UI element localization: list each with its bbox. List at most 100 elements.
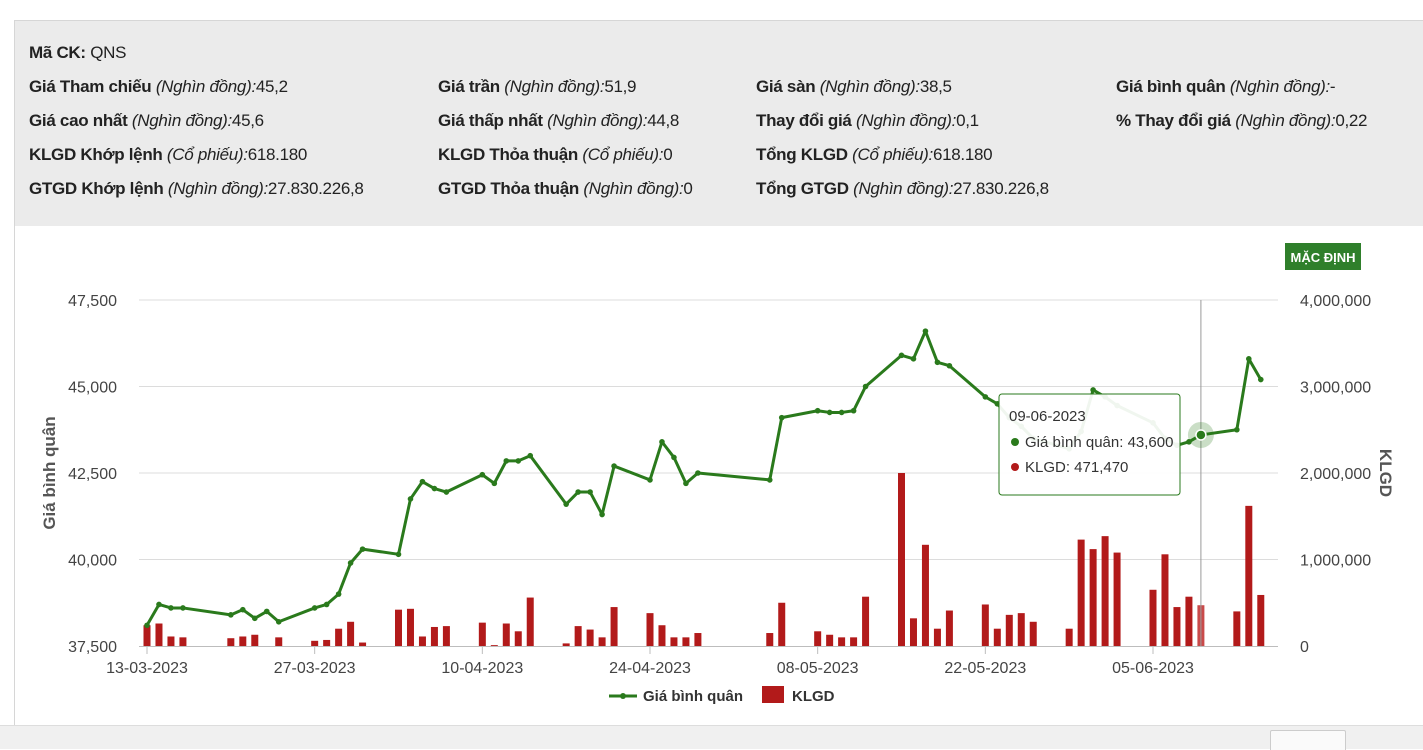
info-item: Giá Tham chiếu (Nghìn đồng):45,2: [29, 77, 288, 97]
x-tick-label: 13-03-2023: [106, 660, 188, 677]
info-label: Tổng KLGD: [756, 145, 848, 164]
volume-bar: [526, 597, 534, 646]
info-label: Giá bình quân: [1116, 77, 1226, 96]
price-point: [946, 362, 953, 369]
price-point: [168, 605, 174, 611]
info-label: Thay đổi giá: [756, 111, 852, 130]
volume-bar: [1161, 554, 1169, 646]
info-value: 27.830.226,8: [953, 179, 1049, 198]
info-item: KLGD Khớp lệnh (Cổ phiếu):618.180: [29, 145, 307, 165]
volume-bar: [227, 638, 235, 646]
info-label: Giá thấp nhất: [438, 111, 543, 130]
volume-bar: [442, 626, 450, 646]
volume-bar: [395, 609, 402, 646]
volume-bar: [933, 628, 941, 646]
volume-bar: [490, 645, 498, 646]
tooltip: 09-06-2023 Giá bình quân: 43,600 KLGD: 471…: [998, 393, 1181, 496]
price-point: [419, 478, 426, 485]
info-label: Giá sàn: [756, 77, 816, 96]
price-point: [1090, 387, 1096, 393]
price-point: [647, 477, 653, 483]
bottom-tab-button[interactable]: [1270, 730, 1346, 750]
volume-bar: [155, 623, 163, 646]
info-label: Giá trần: [438, 77, 500, 96]
x-tick-label: 24-04-2023: [609, 660, 691, 677]
volume-bar: [562, 643, 570, 646]
info-value: 51,9: [604, 77, 637, 96]
y-right-axis-title: KLGD: [1376, 449, 1395, 497]
volume-bar: [574, 626, 582, 646]
price-point: [695, 470, 701, 476]
tooltip-volume-marker: [1011, 463, 1019, 471]
volume-bar: [838, 637, 846, 646]
x-tick-label: 27-03-2023: [274, 660, 356, 677]
volume-bar: [1065, 628, 1073, 646]
info-unit: (Nghìn đồng):: [499, 77, 605, 96]
volume-bar: [850, 637, 858, 646]
volume-bar: [143, 625, 151, 646]
info-item: Giá sàn (Nghìn đồng):38,5: [756, 77, 952, 97]
price-point: [347, 560, 354, 566]
price-point: [240, 606, 246, 613]
volume-bar: [1017, 613, 1025, 646]
volume-bar: [1113, 552, 1121, 646]
price-point: [683, 480, 689, 487]
info-value: 44,8: [647, 111, 680, 130]
info-unit: (Nghìn đồng):: [848, 179, 954, 198]
price-point: [587, 489, 593, 495]
volume-bar: [981, 604, 989, 646]
price-point: [898, 352, 905, 359]
tooltip-volume: KLGD: 471,470: [1025, 459, 1128, 476]
volume-bar: [909, 618, 917, 646]
x-tick-label: 10-04-2023: [441, 660, 523, 677]
info-item: GTGD Khớp lệnh (Nghìn đồng):27.830.226,8: [29, 179, 364, 199]
price-point: [814, 407, 821, 414]
info-item: Giá trần (Nghìn đồng):51,9: [438, 77, 637, 97]
y-right-tick-label: 2,000,000: [1300, 466, 1371, 483]
volume-bar: [335, 628, 343, 646]
volume-bar: [1029, 621, 1037, 646]
price-point: [766, 477, 773, 483]
price-point: [1257, 376, 1264, 383]
price-point: [431, 485, 438, 492]
info-unit: (Nghìn đồng):: [151, 77, 256, 96]
price-point: [910, 356, 917, 362]
volume-bar: [778, 602, 786, 646]
price-point: [527, 452, 534, 459]
info-item: Giá cao nhất (Nghìn đồng):45,6: [29, 111, 264, 131]
volume-bar: [646, 613, 654, 646]
volume-bar: [1149, 589, 1157, 646]
stock-summary: Mã CK: QNS Giá Tham chiếu (Nghìn đồng):4…: [15, 21, 1423, 226]
price-point: [180, 605, 186, 611]
tooltip-date: 09-06-2023: [1009, 408, 1086, 425]
info-value: 45,2: [255, 77, 288, 96]
info-value: 27.830.226,8: [267, 179, 364, 198]
info-unit: (Nghìn đồng):: [578, 179, 684, 198]
info-value: 618.180: [247, 145, 308, 164]
info-unit: (Nghìn đồng):: [127, 111, 232, 130]
info-item: Giá thấp nhất (Nghìn đồng):44,8: [438, 111, 679, 131]
info-unit: (Cổ phiếu):: [577, 145, 664, 164]
price-point: [611, 463, 617, 469]
price-point: [659, 439, 665, 445]
volume-bar: [1101, 536, 1109, 646]
info-unit: (Cổ phiếu):: [162, 145, 248, 164]
default-view-button[interactable]: MẶC ĐỊNH: [1285, 243, 1361, 270]
x-tick-label: 22-05-2023: [944, 660, 1026, 677]
volume-bar: [323, 639, 331, 646]
volume-bar: [586, 629, 594, 646]
volume-bar: [502, 623, 510, 646]
y-right-tick-label: 4,000,000: [1300, 293, 1371, 310]
volume-bar: [945, 610, 953, 646]
info-label: KLGD Thỏa thuận: [438, 145, 578, 164]
info-value: 0: [683, 179, 693, 198]
price-point: [1234, 426, 1240, 433]
price-point: [1246, 356, 1252, 362]
price-point: [407, 496, 414, 502]
info-value: 38,5: [919, 77, 952, 96]
volume-bar: [898, 473, 905, 646]
y-left-tick-label: 40,000: [68, 553, 117, 570]
info-item: Thay đổi giá (Nghìn đồng):0,1: [756, 111, 979, 131]
volume-bar: [251, 634, 259, 646]
volume-bar: [239, 636, 247, 646]
